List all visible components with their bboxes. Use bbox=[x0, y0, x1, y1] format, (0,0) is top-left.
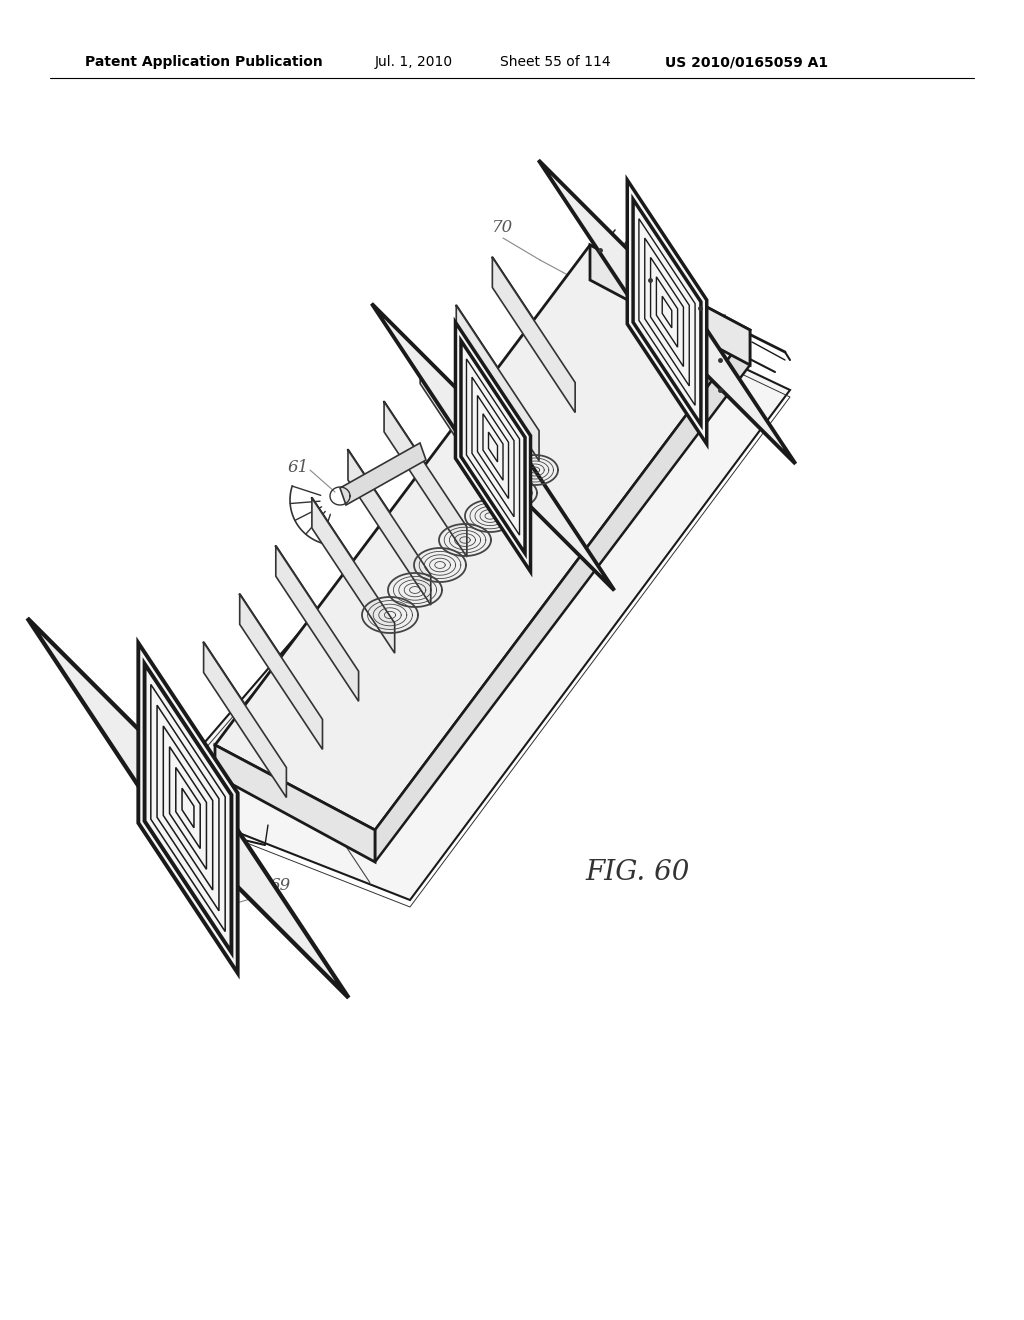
Polygon shape bbox=[372, 304, 614, 590]
Polygon shape bbox=[340, 444, 426, 506]
Text: 67: 67 bbox=[540, 568, 559, 581]
Polygon shape bbox=[493, 257, 575, 413]
Polygon shape bbox=[275, 546, 358, 701]
Text: Sheet 55 of 114: Sheet 55 of 114 bbox=[500, 55, 610, 69]
Polygon shape bbox=[348, 450, 431, 605]
Polygon shape bbox=[204, 643, 287, 797]
Polygon shape bbox=[539, 160, 796, 463]
Text: 67: 67 bbox=[597, 502, 616, 515]
Polygon shape bbox=[456, 322, 530, 572]
Polygon shape bbox=[240, 594, 323, 750]
Text: Patent Application Publication: Patent Application Publication bbox=[85, 55, 323, 69]
Polygon shape bbox=[138, 643, 238, 973]
Polygon shape bbox=[628, 180, 707, 444]
Text: 67: 67 bbox=[566, 535, 586, 549]
Polygon shape bbox=[215, 246, 750, 830]
Text: 69: 69 bbox=[269, 878, 291, 895]
Text: 70: 70 bbox=[493, 219, 514, 236]
Text: 67: 67 bbox=[480, 634, 500, 647]
Polygon shape bbox=[420, 354, 503, 508]
Text: 67: 67 bbox=[509, 601, 528, 614]
Text: FIG. 60: FIG. 60 bbox=[586, 858, 690, 886]
Text: 70: 70 bbox=[649, 294, 671, 312]
Polygon shape bbox=[375, 330, 750, 862]
Polygon shape bbox=[384, 401, 467, 557]
Polygon shape bbox=[590, 246, 750, 366]
Polygon shape bbox=[155, 294, 790, 900]
Polygon shape bbox=[457, 306, 539, 461]
Text: US 2010/0165059 A1: US 2010/0165059 A1 bbox=[665, 55, 828, 69]
Polygon shape bbox=[312, 498, 394, 653]
Text: Jul. 1, 2010: Jul. 1, 2010 bbox=[375, 55, 454, 69]
Text: 67: 67 bbox=[418, 700, 437, 714]
Text: 61: 61 bbox=[288, 459, 308, 477]
Polygon shape bbox=[28, 618, 348, 998]
Text: 67: 67 bbox=[451, 667, 470, 680]
Polygon shape bbox=[215, 744, 375, 862]
